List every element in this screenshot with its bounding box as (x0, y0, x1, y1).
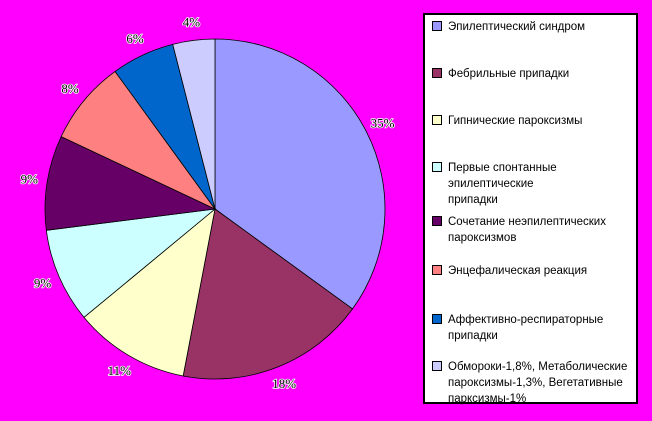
legend-item-4: Первые спонтанные эпилептические припадк… (432, 160, 631, 208)
legend-item-1: Эпилептический синдром (432, 19, 631, 35)
slice-percent-label-5: 9% (21, 172, 39, 187)
slice-percent-label-3: 11% (108, 363, 132, 378)
slice-percent-label-1: 35% (371, 116, 395, 131)
pie-slice-8 (172, 38, 216, 210)
legend-swatch-2 (432, 68, 442, 78)
legend-swatch-7 (432, 314, 442, 324)
legend-swatch-5 (432, 216, 442, 226)
legend-item-label: Сочетание неэпилептических пароксизмов (448, 216, 606, 244)
legend-item-label: Энцефалическая реакция (448, 265, 588, 277)
legend-item-7: Аффективно-респираторные припадки (432, 312, 631, 344)
pie-slice-5 (44, 136, 217, 231)
slice-percent-label-8: 4% (183, 15, 201, 30)
legend-item-label: Фебрильные припадки (448, 68, 570, 80)
legend-swatch-6 (432, 265, 442, 275)
legend-swatch-1 (432, 21, 442, 31)
legend-item-label: Гипнические пароксизмы (448, 115, 583, 127)
legend-item-label: Эпилептический синдром (448, 21, 586, 33)
slice-percent-label-2: 18% (272, 376, 296, 391)
slice-percent-label-4: 9% (34, 276, 52, 291)
legend-swatch-3 (432, 115, 442, 125)
legend-item-6: Энцефалическая реакция (432, 263, 631, 279)
pie-slice-2 (182, 208, 354, 380)
pie-slice-3 (83, 207, 216, 377)
legend-item-label: Аффективно-респираторные припадки (448, 314, 604, 342)
legend-swatch-4 (432, 162, 442, 172)
slice-percent-label-6: 8% (61, 81, 79, 96)
legend: Эпилептический синдром Фебрильные припадк… (423, 13, 638, 407)
legend-item-8: Обмороки-1,8%, Метаболические пароксизмы… (432, 359, 631, 407)
legend-swatch-8 (432, 361, 442, 371)
pie-slice-1 (214, 38, 386, 310)
legend-item-3: Гипнические пароксизмы (432, 113, 631, 129)
legend-item-5: Сочетание неэпилептических пароксизмов (432, 214, 631, 246)
slice-percent-label-7: 6% (126, 31, 144, 46)
pie-slice-4 (45, 208, 217, 318)
legend-item-2: Фебрильные припадки (432, 66, 631, 82)
legend-item-label: Первые спонтанные эпилептические припадк… (448, 162, 557, 206)
legend-item-label: Обмороки-1,8%, Метаболические пароксизмы… (448, 361, 628, 405)
